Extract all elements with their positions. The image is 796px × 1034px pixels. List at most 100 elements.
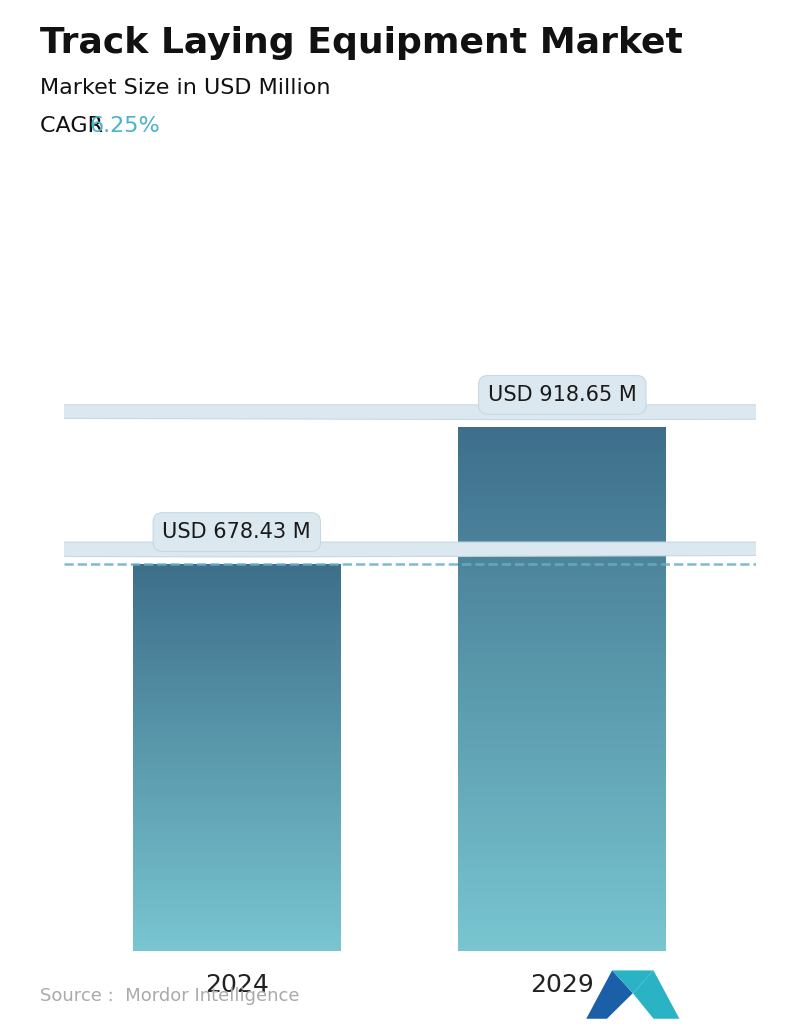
Bar (458, 948, 666, 949)
Bar (133, 887, 341, 888)
Bar (458, 876, 666, 878)
Bar (133, 804, 341, 805)
Bar (458, 827, 666, 829)
Bar (458, 909, 666, 911)
Bar (458, 820, 666, 822)
Bar (133, 935, 341, 936)
Bar (133, 942, 341, 944)
Bar (133, 779, 341, 780)
Bar (458, 719, 666, 721)
Bar (133, 792, 341, 794)
Bar (133, 771, 341, 773)
Bar (133, 763, 341, 764)
Bar (458, 466, 666, 468)
Bar (458, 638, 666, 640)
Bar (458, 804, 666, 807)
Bar (458, 726, 666, 727)
Bar (133, 636, 341, 637)
Bar (133, 900, 341, 901)
Bar (458, 838, 666, 840)
Bar (133, 631, 341, 632)
Bar (458, 738, 666, 739)
Bar (458, 516, 666, 518)
Bar (458, 479, 666, 481)
Bar (133, 644, 341, 645)
Bar (133, 698, 341, 699)
Bar (133, 699, 341, 701)
Bar (133, 899, 341, 900)
Bar (133, 692, 341, 693)
Bar (458, 797, 666, 799)
Bar (458, 491, 666, 493)
Bar (458, 913, 666, 914)
Bar (458, 617, 666, 619)
Bar (133, 598, 341, 599)
Bar (133, 945, 341, 946)
Bar (458, 808, 666, 810)
Bar (133, 898, 341, 899)
Bar (133, 717, 341, 718)
Bar (133, 848, 341, 849)
Bar (133, 805, 341, 807)
Text: Source :  Mordor Intelligence: Source : Mordor Intelligence (40, 987, 299, 1005)
Bar (458, 739, 666, 741)
Bar (458, 561, 666, 562)
Bar (458, 830, 666, 832)
Bar (133, 882, 341, 883)
Bar (133, 937, 341, 939)
Bar (458, 929, 666, 931)
Bar (458, 825, 666, 827)
Bar (133, 810, 341, 811)
Bar (133, 646, 341, 647)
Bar (133, 640, 341, 641)
Bar (458, 787, 666, 789)
Bar (458, 903, 666, 904)
Bar (133, 691, 341, 692)
Bar (133, 917, 341, 919)
Bar (133, 795, 341, 796)
Bar (458, 608, 666, 610)
Bar (133, 616, 341, 618)
Bar (458, 509, 666, 511)
Bar (458, 688, 666, 689)
Bar (458, 496, 666, 498)
Bar (458, 694, 666, 696)
Bar (133, 916, 341, 918)
Bar (458, 815, 666, 817)
Bar (458, 565, 666, 567)
Text: Market Size in USD Million: Market Size in USD Million (40, 78, 330, 97)
Bar (133, 634, 341, 635)
Bar (133, 574, 341, 575)
Bar (133, 769, 341, 770)
Bar (458, 542, 666, 544)
Bar (133, 823, 341, 825)
Bar (458, 584, 666, 585)
Bar (458, 645, 666, 647)
Bar (133, 601, 341, 603)
Polygon shape (0, 542, 796, 557)
Bar (458, 461, 666, 463)
Bar (458, 761, 666, 762)
Bar (133, 723, 341, 724)
Bar (133, 785, 341, 786)
Bar (458, 812, 666, 813)
Bar (133, 658, 341, 660)
Bar (133, 725, 341, 727)
Bar (133, 564, 341, 565)
Bar (458, 749, 666, 750)
Bar (133, 946, 341, 947)
Bar (458, 706, 666, 708)
Bar (458, 453, 666, 455)
Bar (133, 827, 341, 828)
Bar (133, 703, 341, 704)
Bar (458, 484, 666, 486)
Bar (458, 572, 666, 574)
Bar (133, 761, 341, 763)
Bar (458, 481, 666, 483)
Bar (133, 675, 341, 676)
Bar (458, 733, 666, 734)
Bar (458, 790, 666, 792)
Bar (133, 813, 341, 815)
Bar (458, 511, 666, 512)
Bar (458, 880, 666, 881)
